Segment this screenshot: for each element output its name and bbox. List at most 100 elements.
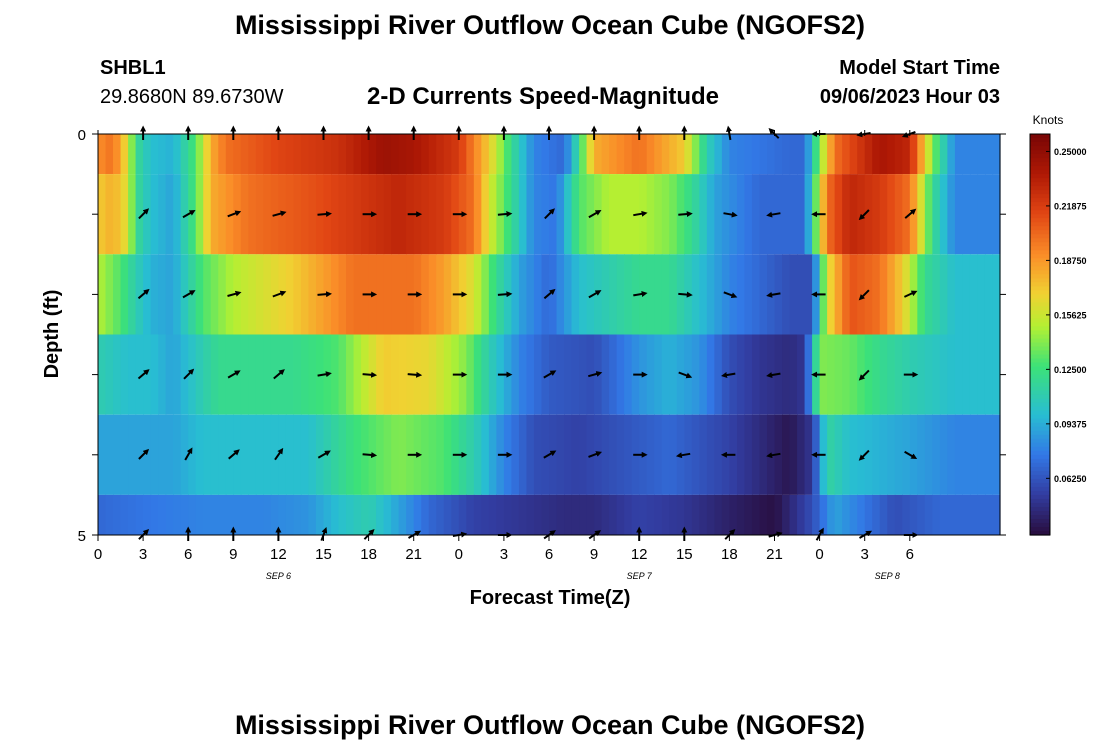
heatmap-cell (338, 254, 347, 335)
heatmap-cell (158, 254, 167, 335)
colorbar-swatch (1030, 458, 1050, 464)
heatmap-cell (488, 334, 497, 415)
current-arrow (317, 450, 331, 459)
current-arrow (721, 372, 736, 378)
heatmap-cell (481, 334, 490, 415)
heatmap-cell (293, 494, 302, 535)
colorbar-swatch (1030, 374, 1050, 380)
heatmap-cell (924, 254, 933, 335)
current-arrow (858, 289, 870, 301)
heatmap-cell (248, 174, 257, 255)
heatmap-cell (481, 134, 490, 175)
heatmap-cell (992, 414, 1001, 495)
current-arrow (723, 291, 738, 299)
heatmap-cell (518, 254, 528, 335)
heatmap-cell (541, 134, 550, 175)
heatmap-cell (736, 494, 746, 535)
heatmap-cell (173, 414, 182, 495)
heatmap-cell (240, 254, 249, 335)
heatmap-cell (842, 334, 851, 415)
heatmap-cell (488, 134, 497, 175)
heatmap-cell (278, 134, 287, 175)
heatmap-cell (308, 414, 317, 495)
heatmap-cell (248, 134, 257, 175)
heatmap-cell (195, 174, 204, 255)
heatmap-cell (962, 254, 971, 335)
heatmap-cell (804, 254, 813, 335)
heatmap-cell (609, 254, 618, 335)
colorbar-swatch (1030, 430, 1050, 436)
heatmap-cell (323, 134, 332, 175)
heatmap-cell (804, 494, 813, 535)
heatmap-cell (346, 494, 355, 535)
heatmap-cell (751, 134, 761, 175)
colorbar-swatch (1030, 370, 1050, 376)
colorbar-swatch (1030, 398, 1050, 404)
heatmap-cell (624, 134, 633, 175)
heatmap-cell (699, 254, 708, 335)
heatmap-cell (331, 174, 340, 255)
heatmap-cell (984, 174, 994, 255)
colorbar-swatch (1030, 334, 1050, 340)
heatmap-cell (676, 494, 685, 535)
colorbar-swatch (1030, 234, 1050, 239)
heatmap-cell (736, 254, 746, 335)
heatmap-cell (579, 174, 588, 255)
heatmap-cell (594, 134, 603, 175)
colorbar-tick-label: 0.21875 (1054, 201, 1087, 211)
heatmap-cell (571, 334, 580, 415)
heatmap-cell (285, 334, 295, 415)
heatmap-cell (714, 334, 723, 415)
heatmap-cell (736, 134, 746, 175)
current-arrow (903, 290, 918, 298)
colorbar-swatch (1030, 162, 1050, 167)
y-axis-label: Depth (ft) (41, 290, 63, 379)
heatmap-cell (436, 494, 445, 535)
colorbar-swatch (1030, 522, 1050, 528)
heatmap-cell (368, 494, 377, 535)
heatmap-cell (714, 254, 723, 335)
heatmap-cell (255, 254, 264, 335)
heatmap-cell (158, 494, 167, 535)
heatmap-cell (661, 134, 670, 175)
heatmap-cell (376, 174, 385, 255)
heatmap-cell (782, 414, 791, 495)
heatmap-cell (932, 134, 941, 175)
heatmap-cell (556, 494, 565, 535)
heatmap-cell (969, 134, 979, 175)
heatmap-cell (346, 134, 355, 175)
heatmap-cell (391, 254, 400, 335)
heatmap-cell (285, 414, 295, 495)
heatmap-cell (293, 334, 302, 415)
heatmap-cell (984, 334, 994, 415)
heatmap-cell (797, 414, 806, 495)
heatmap-cell (203, 414, 212, 495)
heatmap-cell (669, 254, 678, 335)
heatmap-cell (233, 134, 242, 175)
heatmap-cell (323, 494, 332, 535)
heatmap-cell (661, 174, 670, 255)
heatmap-cell (969, 254, 979, 335)
heatmap-cell (203, 494, 212, 535)
colorbar-swatch (1030, 242, 1050, 247)
heatmap-cell (669, 494, 678, 535)
heatmap-cell (225, 414, 234, 495)
heatmap-cell (210, 334, 219, 415)
heatmap-cell (872, 334, 881, 415)
heatmap-cell (113, 334, 122, 415)
heatmap-cell (579, 494, 588, 535)
heatmap-cell (969, 334, 979, 415)
heatmap-cell (894, 334, 903, 415)
current-arrow (272, 210, 287, 217)
heatmap-cell (902, 254, 911, 335)
heatmap-cell (128, 174, 137, 255)
heatmap-cell (398, 134, 407, 175)
heatmap-cell (481, 174, 490, 255)
heatmap-cell (789, 414, 798, 495)
colorbar-swatch (1030, 194, 1050, 199)
heatmap-cell (932, 494, 941, 535)
heatmap-cell (98, 174, 107, 255)
heatmap-cell (977, 174, 986, 255)
heatmap-cell (105, 414, 114, 495)
colorbar-frame (1029, 133, 1051, 536)
